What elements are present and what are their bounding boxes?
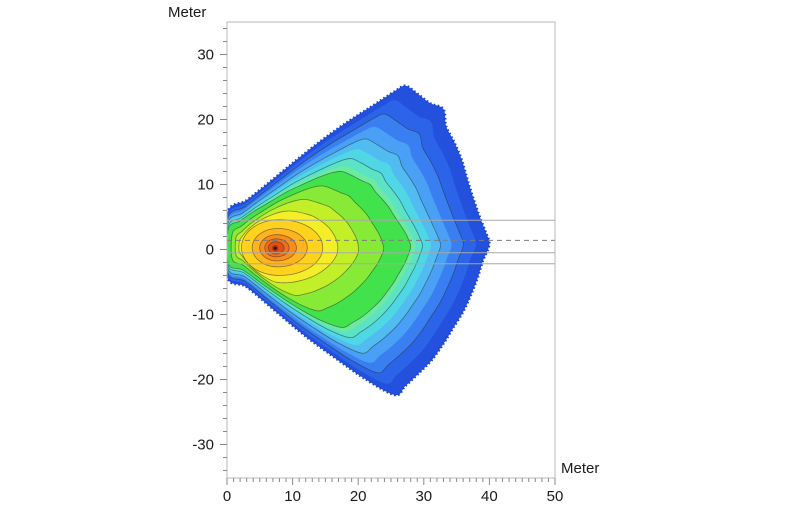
y-tick-label: 30: [197, 47, 214, 64]
y-tick-label: -10: [192, 307, 214, 324]
x-tick-label: 40: [481, 488, 498, 505]
x-tick-label: 0: [223, 488, 231, 505]
y-tick-label: -30: [192, 437, 214, 454]
x-tick-label: 50: [547, 488, 564, 505]
x-tick-label: 30: [415, 488, 432, 505]
hotspot-marker: [273, 246, 277, 250]
x-axis-title: Meter: [561, 460, 600, 477]
x-tick-label: 10: [284, 488, 301, 505]
y-tick-label: 0: [206, 242, 214, 259]
y-axis-title: Meter: [168, 4, 207, 21]
x-tick-label: 20: [350, 488, 367, 505]
plume-contours: [227, 84, 491, 397]
y-tick-label: 20: [197, 112, 214, 129]
y-tick-label: -20: [192, 372, 214, 389]
y-tick-label: 10: [197, 177, 214, 194]
